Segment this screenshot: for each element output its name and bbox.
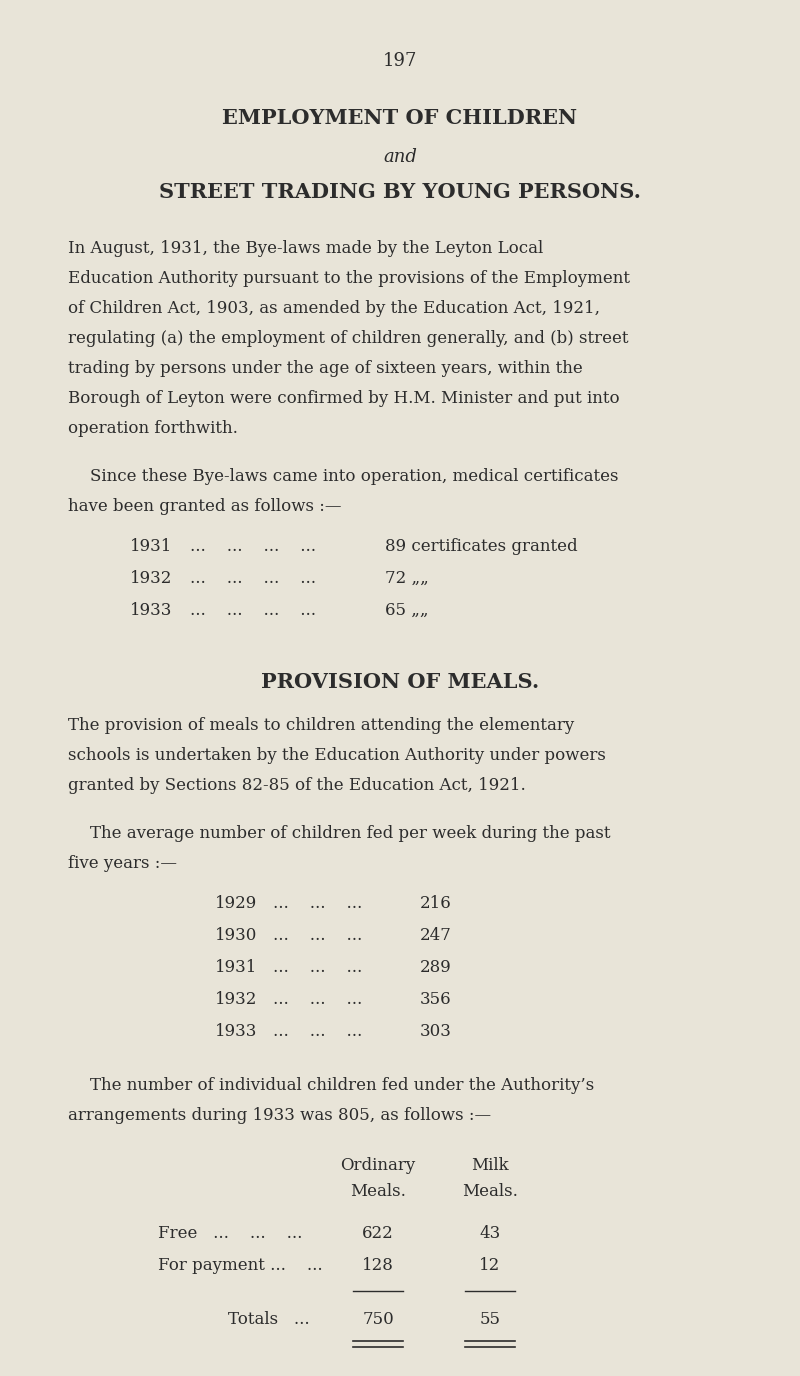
Text: five years :—: five years :— — [68, 854, 177, 872]
Text: ...    ...    ...: ... ... ... — [273, 1022, 362, 1040]
Text: The number of individual children fed under the Authority’s: The number of individual children fed un… — [90, 1077, 594, 1094]
Text: trading by persons under the age of sixteen years, within the: trading by persons under the age of sixt… — [68, 361, 582, 377]
Text: ...    ...    ...    ...: ... ... ... ... — [190, 538, 316, 555]
Text: For payment ...    ...: For payment ... ... — [158, 1258, 322, 1274]
Text: The average number of children fed per week during the past: The average number of children fed per w… — [90, 826, 610, 842]
Text: Since these Bye-laws came into operation, medical certificates: Since these Bye-laws came into operation… — [90, 468, 618, 484]
Text: 128: 128 — [362, 1258, 394, 1274]
Text: 216: 216 — [420, 894, 452, 912]
Text: operation forthwith.: operation forthwith. — [68, 420, 238, 438]
Text: Meals.: Meals. — [462, 1183, 518, 1200]
Text: In August, 1931, the Bye-laws made by the Leyton Local: In August, 1931, the Bye-laws made by th… — [68, 239, 543, 257]
Text: Meals.: Meals. — [350, 1183, 406, 1200]
Text: 750: 750 — [362, 1311, 394, 1328]
Text: of Children Act, 1903, as amended by the Education Act, 1921,: of Children Act, 1903, as amended by the… — [68, 300, 600, 316]
Text: 1932: 1932 — [130, 570, 172, 588]
Text: EMPLOYMENT OF CHILDREN: EMPLOYMENT OF CHILDREN — [222, 107, 578, 128]
Text: 197: 197 — [383, 52, 417, 70]
Text: ...    ...    ...: ... ... ... — [273, 959, 362, 976]
Text: 1929: 1929 — [215, 894, 258, 912]
Text: 1931: 1931 — [130, 538, 172, 555]
Text: regulating (a) the employment of children generally, and (b) street: regulating (a) the employment of childre… — [68, 330, 629, 347]
Text: ...    ...    ...: ... ... ... — [273, 991, 362, 1009]
Text: PROVISION OF MEALS.: PROVISION OF MEALS. — [261, 671, 539, 692]
Text: 72 „„: 72 „„ — [385, 570, 429, 588]
Text: Free   ...    ...    ...: Free ... ... ... — [158, 1225, 302, 1243]
Text: ...    ...    ...: ... ... ... — [273, 894, 362, 912]
Text: Education Authority pursuant to the provisions of the Employment: Education Authority pursuant to the prov… — [68, 270, 630, 288]
Text: 1932: 1932 — [215, 991, 258, 1009]
Text: 1930: 1930 — [215, 927, 258, 944]
Text: have been granted as follows :—: have been granted as follows :— — [68, 498, 342, 515]
Text: Totals   ...: Totals ... — [228, 1311, 310, 1328]
Text: arrangements during 1933 was 805, as follows :—: arrangements during 1933 was 805, as fol… — [68, 1108, 491, 1124]
Text: ...    ...    ...: ... ... ... — [273, 927, 362, 944]
Text: The provision of meals to children attending the elementary: The provision of meals to children atten… — [68, 717, 574, 733]
Text: 55: 55 — [479, 1311, 501, 1328]
Text: 43: 43 — [479, 1225, 501, 1243]
Text: ...    ...    ...    ...: ... ... ... ... — [190, 603, 316, 619]
Text: 303: 303 — [420, 1022, 452, 1040]
Text: 1933: 1933 — [215, 1022, 258, 1040]
Text: Borough of Leyton were confirmed by H.M. Minister and put into: Borough of Leyton were confirmed by H.M.… — [68, 389, 620, 407]
Text: Milk: Milk — [471, 1157, 509, 1174]
Text: Ordinary: Ordinary — [340, 1157, 416, 1174]
Text: STREET TRADING BY YOUNG PERSONS.: STREET TRADING BY YOUNG PERSONS. — [159, 182, 641, 202]
Text: 247: 247 — [420, 927, 452, 944]
Text: ...    ...    ...    ...: ... ... ... ... — [190, 570, 316, 588]
Text: 356: 356 — [420, 991, 452, 1009]
Text: and: and — [383, 149, 417, 166]
Text: 89 certificates granted: 89 certificates granted — [385, 538, 578, 555]
Text: 622: 622 — [362, 1225, 394, 1243]
Text: granted by Sections 82-85 of the Education Act, 1921.: granted by Sections 82-85 of the Educati… — [68, 777, 526, 794]
Text: 289: 289 — [420, 959, 452, 976]
Text: 65 „„: 65 „„ — [385, 603, 429, 619]
Text: 1933: 1933 — [130, 603, 172, 619]
Text: schools is undertaken by the Education Authority under powers: schools is undertaken by the Education A… — [68, 747, 606, 764]
Text: 1931: 1931 — [215, 959, 258, 976]
Text: 12: 12 — [479, 1258, 501, 1274]
